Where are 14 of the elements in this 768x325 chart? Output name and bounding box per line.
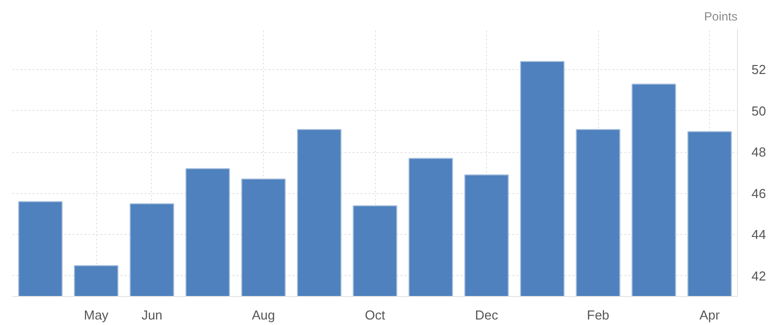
x-tick-label: May <box>84 308 109 322</box>
y-tick-label: 44 <box>752 227 766 242</box>
x-tick-label: Apr <box>700 308 720 322</box>
x-tick-label: Aug <box>252 308 276 322</box>
y-tick-label: 48 <box>752 144 766 160</box>
y-tick-label: 46 <box>752 186 766 201</box>
y-tick-label: 50 <box>752 103 766 118</box>
x-tick-label: Dec <box>474 308 499 322</box>
x-tick-label: Feb <box>586 308 610 322</box>
x-tick-label: Oct <box>364 308 386 322</box>
y-tick-label: 52 <box>752 62 766 78</box>
y-tick-label: 42 <box>752 268 766 284</box>
x-tick-label: Jun <box>141 308 162 322</box>
y-axis-title: Points <box>704 10 738 24</box>
